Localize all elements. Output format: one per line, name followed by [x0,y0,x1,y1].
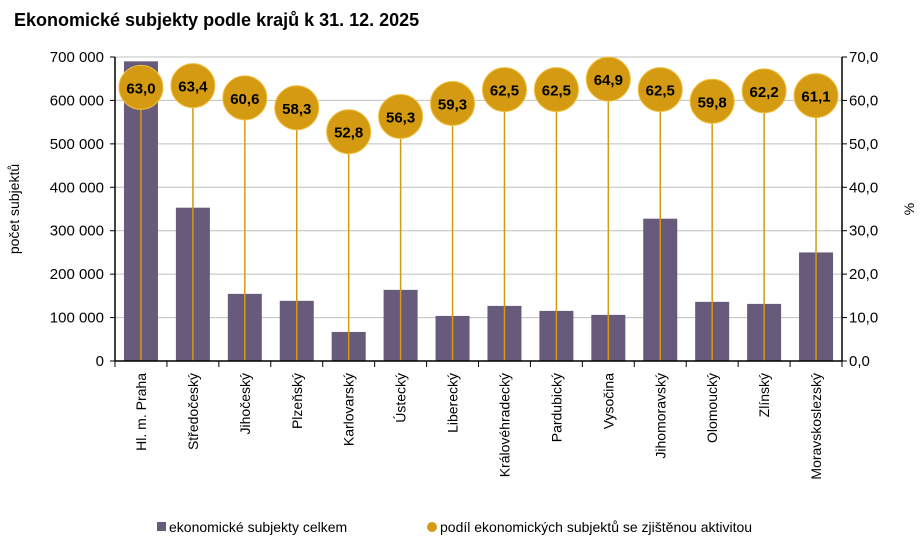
data-label: 62,5 [542,83,571,100]
dot-marker [689,78,735,124]
dot-marker [378,93,424,139]
x-tick-label: Olomoucký [704,373,720,443]
x-tick-label: Středočeský [185,373,201,450]
left-tick-label: 100 000 [50,310,104,327]
data-label: 60,6 [230,91,259,108]
data-label: 62,5 [490,83,519,100]
right-tick-label: 40,0 [849,179,878,196]
left-tick-label: 200 000 [50,266,104,283]
dot-marker [326,109,372,155]
x-tick-label: Pardubický [548,373,564,442]
data-label: 62,2 [750,84,779,101]
left-tick-label: 400 000 [50,179,104,196]
right-tick-label: 20,0 [849,266,878,283]
right-tick-label: 10,0 [849,310,878,327]
left-tick-label: 500 000 [50,136,104,153]
x-tick-label: Zlínský [756,373,772,417]
right-tick-label: 0,0 [849,353,870,370]
x-tick-label: Vysočina [600,373,616,430]
right-tick-label: 70,0 [849,49,878,66]
right-tick-label: 30,0 [849,223,878,240]
left-tick-label: 0 [96,353,104,370]
dot-marker [585,56,631,102]
dot-marker [118,64,164,110]
dot-marker [481,67,527,113]
chart-title: Ekonomické subjekty podle krajů k 31. 12… [14,10,420,30]
x-tick-label: Jihočeský [237,373,253,434]
left-tick-label: 300 000 [50,223,104,240]
x-tick-label: Liberecký [445,373,461,433]
dot-marker [170,63,216,109]
legend-dot-swatch [427,522,437,532]
data-label: 58,3 [282,101,311,118]
x-tick-label: Moravskoslezský [808,373,824,480]
dot-marker [741,68,787,114]
dot-marker [430,80,476,126]
data-label: 64,9 [594,72,623,89]
right-tick-label: 60,0 [849,92,878,109]
data-label: 62,5 [646,83,675,100]
legend-bar-swatch [157,522,166,531]
dot-marker [274,85,320,131]
y-axis-label: počet subjektů [6,164,22,254]
data-label: 56,3 [386,109,415,126]
data-label: 59,8 [698,94,727,111]
x-tick-label: Karlovarský [341,373,357,446]
x-tick-label: Plzeňský [289,373,305,429]
dot-marker [533,67,579,113]
legend-dot-label: podíl ekonomických subjektů se zjištěnou… [440,519,752,535]
left-tick-label: 600 000 [50,92,104,109]
dot-marker [793,73,839,119]
data-label: 61,1 [801,89,830,106]
data-label: 52,8 [334,125,363,142]
x-tick-label: Jihomoravský [652,373,668,459]
x-tick-label: Hl. m. Praha [133,373,149,451]
data-label: 59,3 [438,96,467,113]
dot-marker [637,67,683,113]
right-tick-label: 50,0 [849,136,878,153]
x-tick-label: Královéhradecký [496,373,512,477]
left-tick-label: 700 000 [50,49,104,66]
data-label: 63,4 [178,79,208,96]
dot-marker [222,75,268,121]
data-label: 63,0 [126,80,155,97]
legend-bar-label: ekonomické subjekty celkem [169,519,347,535]
y-axis-right-label: % [901,203,917,215]
x-tick-label: Ústecký [393,373,409,423]
